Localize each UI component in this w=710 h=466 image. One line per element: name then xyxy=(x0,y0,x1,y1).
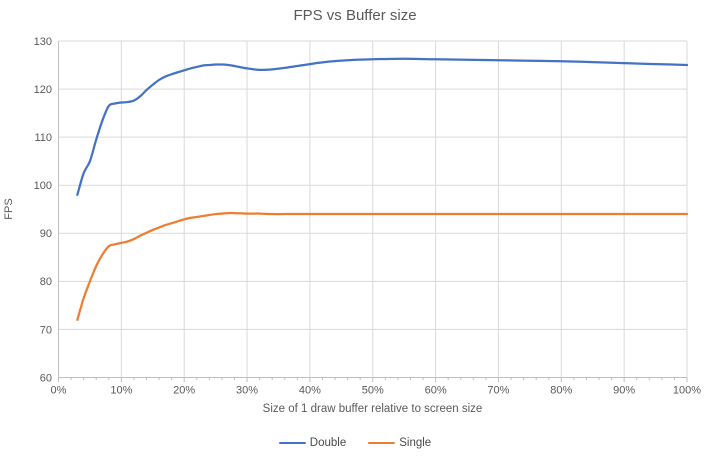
y-tick-label: 130 xyxy=(34,36,52,48)
y-tick-label: 120 xyxy=(34,84,52,96)
legend: Double Single xyxy=(0,437,710,449)
x-tick-label: 70% xyxy=(487,385,509,397)
x-axis-title: Size of 1 draw buffer relative to screen… xyxy=(262,403,483,415)
series-line-double xyxy=(76,57,689,196)
x-tick-label: 80% xyxy=(550,385,572,397)
legend-line-swatch-double xyxy=(278,441,306,445)
x-tick-label: 10% xyxy=(110,385,132,397)
y-tick-label: 90 xyxy=(40,228,52,240)
y-tick-label: 60 xyxy=(40,372,52,384)
x-tick-label: 0% xyxy=(51,385,67,397)
x-tick-label: 60% xyxy=(425,385,447,397)
legend-line-swatch-single xyxy=(368,441,396,445)
legend-item-single: Single xyxy=(368,437,431,449)
y-tick-label: 80 xyxy=(40,276,52,288)
legend-label-single: Single xyxy=(399,437,432,449)
y-tick-label: 100 xyxy=(34,180,52,192)
x-tick-label: 100% xyxy=(673,385,701,397)
legend-item-double: Double xyxy=(278,437,347,449)
x-tick-label: 20% xyxy=(173,385,195,397)
y-axis-title: FPS xyxy=(3,198,15,220)
y-tick-label: 110 xyxy=(34,132,52,144)
x-tick-label: 30% xyxy=(236,385,258,397)
legend-label-double: Double xyxy=(309,437,347,449)
x-tick-label: 90% xyxy=(613,385,635,397)
series-line-single xyxy=(76,211,689,321)
y-tick-label: 70 xyxy=(40,324,52,336)
chart-title: FPS vs Buffer size xyxy=(293,7,417,24)
x-tick-label: 50% xyxy=(362,385,384,397)
x-tick-label: 40% xyxy=(299,385,321,397)
